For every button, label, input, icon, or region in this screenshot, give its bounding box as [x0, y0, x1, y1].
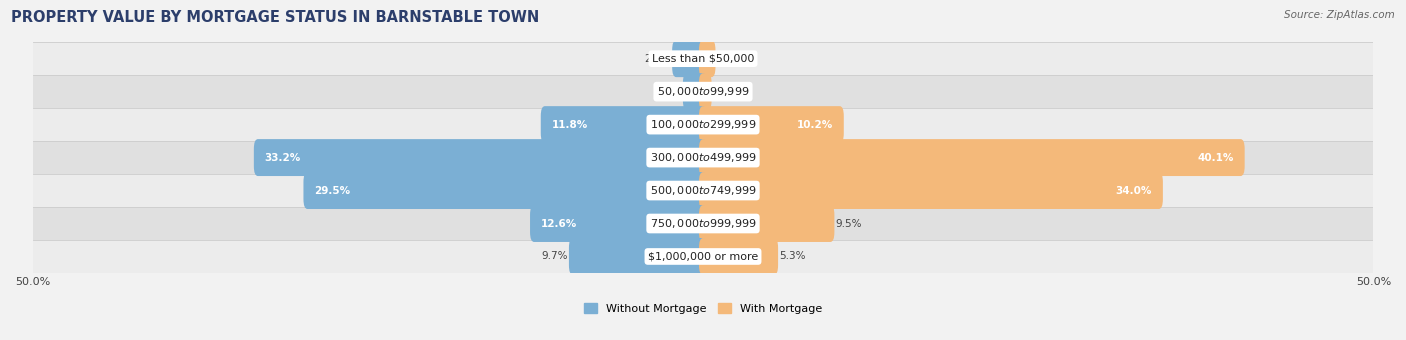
- FancyBboxPatch shape: [32, 174, 1374, 207]
- FancyBboxPatch shape: [541, 106, 707, 143]
- FancyBboxPatch shape: [699, 106, 844, 143]
- Text: 40.1%: 40.1%: [1198, 153, 1234, 163]
- FancyBboxPatch shape: [672, 40, 707, 77]
- FancyBboxPatch shape: [699, 238, 778, 275]
- FancyBboxPatch shape: [32, 75, 1374, 108]
- FancyBboxPatch shape: [254, 139, 707, 176]
- Text: 9.7%: 9.7%: [541, 252, 568, 261]
- Legend: Without Mortgage, With Mortgage: Without Mortgage, With Mortgage: [579, 299, 827, 318]
- Text: 29.5%: 29.5%: [314, 186, 350, 196]
- FancyBboxPatch shape: [304, 172, 707, 209]
- FancyBboxPatch shape: [699, 73, 711, 110]
- Text: Less than $50,000: Less than $50,000: [652, 54, 754, 64]
- FancyBboxPatch shape: [699, 40, 716, 77]
- FancyBboxPatch shape: [683, 73, 707, 110]
- Text: 10.2%: 10.2%: [797, 120, 832, 130]
- Text: 1.2%: 1.2%: [655, 87, 682, 97]
- Text: 0.63%: 0.63%: [717, 54, 749, 64]
- FancyBboxPatch shape: [32, 108, 1374, 141]
- Text: $1,000,000 or more: $1,000,000 or more: [648, 252, 758, 261]
- Text: 12.6%: 12.6%: [541, 219, 576, 228]
- Text: PROPERTY VALUE BY MORTGAGE STATUS IN BARNSTABLE TOWN: PROPERTY VALUE BY MORTGAGE STATUS IN BAR…: [11, 10, 540, 25]
- Text: $100,000 to $299,999: $100,000 to $299,999: [650, 118, 756, 131]
- FancyBboxPatch shape: [699, 205, 834, 242]
- Text: Source: ZipAtlas.com: Source: ZipAtlas.com: [1284, 10, 1395, 20]
- FancyBboxPatch shape: [32, 207, 1374, 240]
- Text: 34.0%: 34.0%: [1116, 186, 1152, 196]
- Text: 11.8%: 11.8%: [551, 120, 588, 130]
- Text: $750,000 to $999,999: $750,000 to $999,999: [650, 217, 756, 230]
- FancyBboxPatch shape: [699, 139, 1244, 176]
- Text: 5.3%: 5.3%: [779, 252, 806, 261]
- Text: 0.34%: 0.34%: [713, 87, 747, 97]
- Text: $50,000 to $99,999: $50,000 to $99,999: [657, 85, 749, 98]
- Text: 33.2%: 33.2%: [264, 153, 301, 163]
- Text: $300,000 to $499,999: $300,000 to $499,999: [650, 151, 756, 164]
- FancyBboxPatch shape: [32, 42, 1374, 75]
- FancyBboxPatch shape: [32, 240, 1374, 273]
- FancyBboxPatch shape: [530, 205, 707, 242]
- FancyBboxPatch shape: [699, 172, 1163, 209]
- FancyBboxPatch shape: [32, 141, 1374, 174]
- Text: 2.0%: 2.0%: [644, 54, 671, 64]
- FancyBboxPatch shape: [569, 238, 707, 275]
- Text: 9.5%: 9.5%: [835, 219, 862, 228]
- Text: $500,000 to $749,999: $500,000 to $749,999: [650, 184, 756, 197]
